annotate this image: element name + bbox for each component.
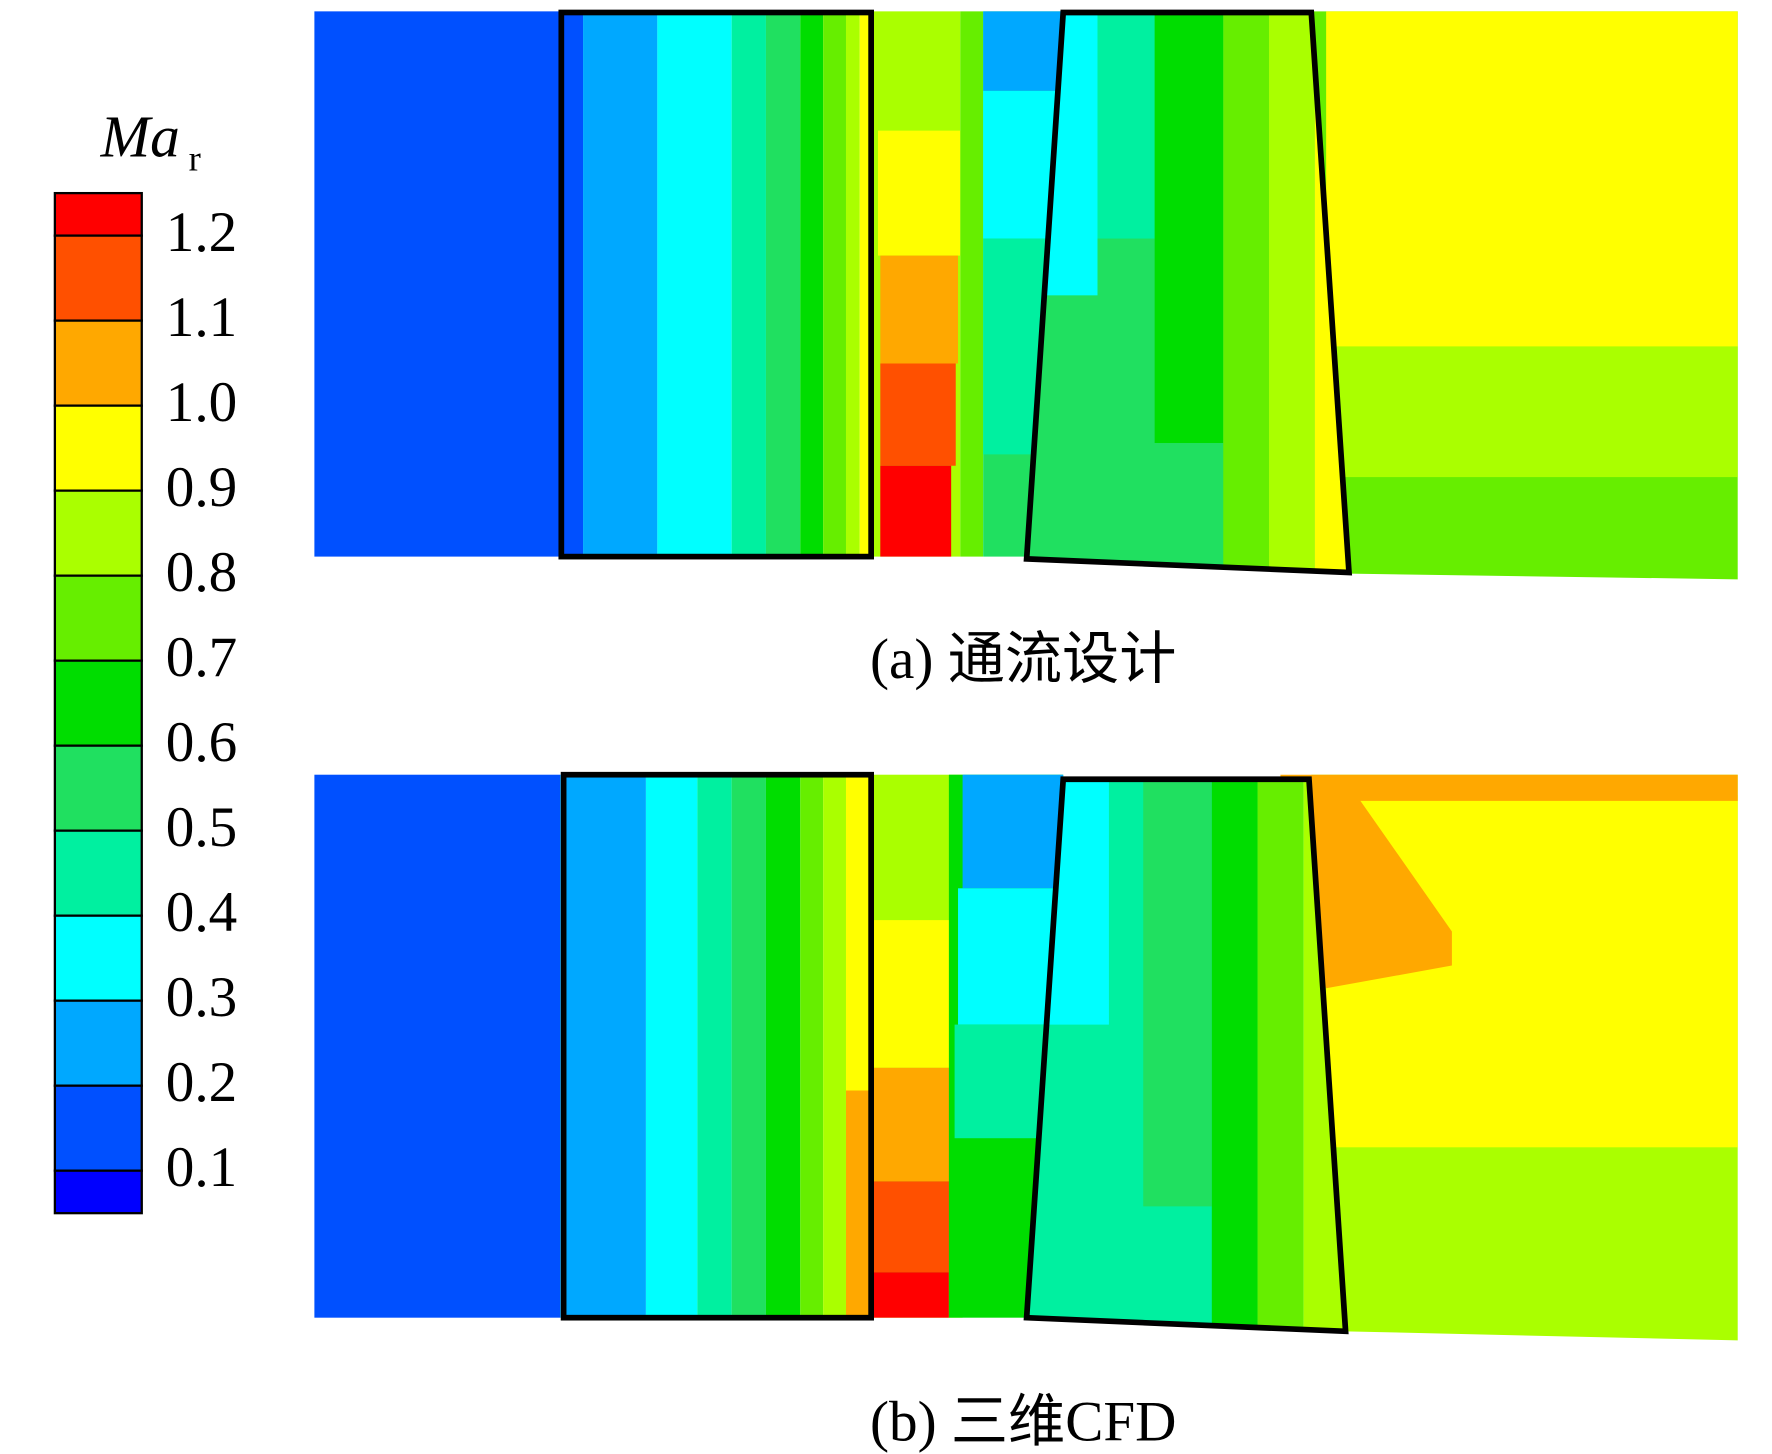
colorbar: Ma r 1.2 1.1 1.0 0.9 0.8 0.7 0.6 0.5 0.4 0.3 0.2 0.… <box>53 104 237 1215</box>
caption: (a) 通流设计 <box>870 628 1176 691</box>
colorbar-label: 0.5 <box>166 796 237 859</box>
colorbar-band <box>53 744 143 832</box>
colorbar-label: 0.2 <box>166 1051 237 1114</box>
colorbar-band <box>53 659 143 747</box>
colorbar-label: 0.8 <box>166 541 237 604</box>
colorbar-label: 1.1 <box>166 286 237 349</box>
colorbar-label: 0.1 <box>166 1136 237 1199</box>
caption: (b) 三维CFD <box>870 1391 1176 1454</box>
colorbar-band <box>53 829 143 917</box>
colorbar-band <box>53 191 143 237</box>
colorbar-label: 0.4 <box>166 881 237 944</box>
colorbar-band <box>53 999 143 1087</box>
legend-subscript: r <box>189 138 201 178</box>
contour-panel-b <box>314 771 1738 1341</box>
contour-panel-a <box>314 9 1738 580</box>
colorbar-band <box>53 319 143 407</box>
colorbar-label: 1.0 <box>166 371 237 434</box>
legend-title: Ma <box>100 104 180 170</box>
colorbar-band <box>53 489 143 577</box>
colorbar-label: 0.6 <box>166 711 237 774</box>
colorbar-band <box>53 1169 143 1215</box>
colorbar-band <box>53 1084 143 1172</box>
colorbar-band <box>53 404 143 492</box>
colorbar-band <box>53 574 143 662</box>
colorbar-label: 0.3 <box>166 966 237 1029</box>
colorbar-label: 0.7 <box>166 626 237 689</box>
colorbar-band <box>53 234 143 322</box>
colorbar-label: 1.2 <box>166 201 237 264</box>
colorbar-band <box>53 914 143 1002</box>
colorbar-label: 0.9 <box>166 456 237 519</box>
